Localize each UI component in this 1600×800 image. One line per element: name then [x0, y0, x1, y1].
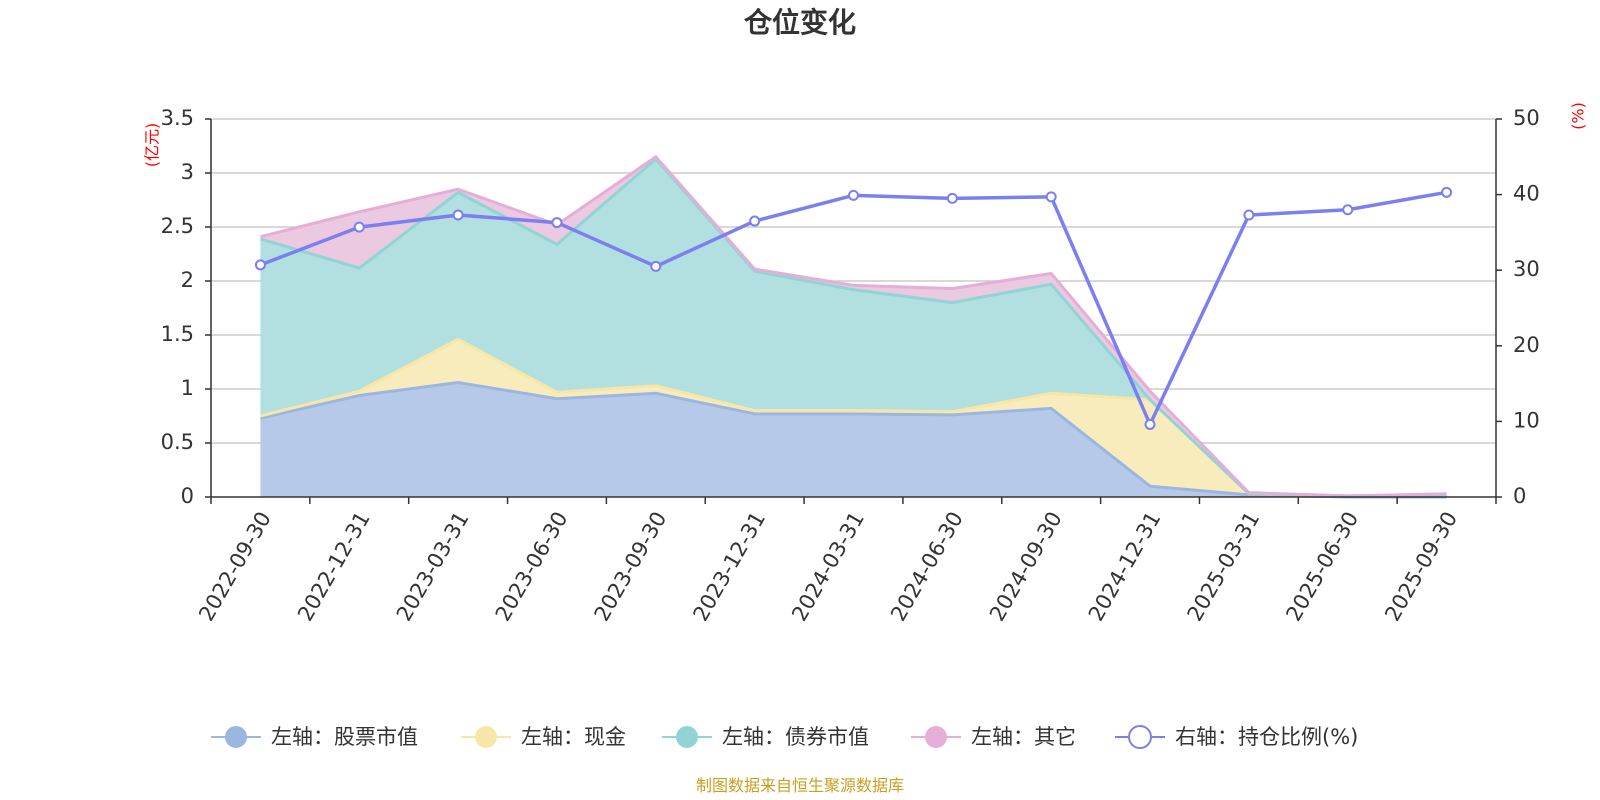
- left-tick-label: 1.5: [161, 322, 194, 346]
- legend-marker-bond: [676, 726, 698, 748]
- area-fill-series-3: [260, 156, 1447, 496]
- legend-item-stock[interactable]: 左轴：股票市值: [211, 725, 418, 749]
- legend-marker-stock: [225, 726, 247, 748]
- right-tick-label: 10: [1513, 408, 1540, 432]
- ratio-point: [650, 260, 662, 272]
- ratio-point: [254, 259, 266, 271]
- right-tick-label: 40: [1513, 182, 1540, 206]
- x-tick-label: 2024-06-30: [886, 508, 968, 626]
- legend-item-cash[interactable]: 左轴：现金: [461, 725, 626, 749]
- area-fill-series-2: [260, 158, 1447, 496]
- right-axis-unit: (%): [1569, 102, 1588, 130]
- ratio-point: [452, 209, 464, 221]
- x-tick-label: 2025-09-30: [1380, 508, 1462, 626]
- x-tick-label: 2025-03-31: [1183, 508, 1265, 626]
- axes: [210, 119, 1497, 498]
- legend: 左轴：股票市值 左轴：现金 左轴：债券市值 左轴：其它 右轴：持仓比例(%): [211, 725, 1358, 749]
- stacked-areas: [259, 154, 1447, 499]
- area-line-series-3: [260, 154, 1447, 498]
- x-tick-label: 2025-06-30: [1281, 508, 1363, 626]
- ratio-line-series: [254, 186, 1453, 430]
- legend-item-ratio[interactable]: 右轴：持仓比例(%): [1115, 725, 1358, 749]
- ratio-point: [848, 189, 859, 201]
- legend-item-bond[interactable]: 左轴：债券市值: [662, 725, 869, 749]
- ratio-point: [353, 221, 365, 233]
- ratio-point: [1441, 186, 1453, 198]
- x-tick-label: 2022-09-30: [194, 508, 276, 626]
- x-axis-ticks: 2022-09-30 2022-12-31 2023-03-31 2023-06-30…: [194, 497, 1497, 626]
- left-axis-ticks: 0 0.5 1 1.5 2 2.5 3 3.5: [161, 106, 211, 508]
- x-tick-label: 2022-12-31: [293, 508, 375, 626]
- legend-marker-other: [925, 726, 947, 748]
- left-tick-label: 2: [181, 268, 194, 292]
- ratio-point: [551, 217, 563, 229]
- right-tick-label: 30: [1513, 257, 1540, 281]
- left-tick-label: 1: [181, 376, 194, 400]
- ratio-point: [946, 192, 958, 204]
- right-tick-label: 50: [1513, 106, 1540, 130]
- ratio-point: [1342, 204, 1354, 216]
- area-fill-series-1: [260, 339, 1447, 497]
- legend-label-bond: 左轴：债券市值: [722, 725, 869, 749]
- ratio-point: [1144, 418, 1156, 430]
- left-tick-label: 0: [181, 484, 194, 508]
- legend-label-ratio: 右轴：持仓比例(%): [1175, 725, 1358, 749]
- left-tick-label: 2.5: [161, 214, 194, 238]
- left-tick-label: 0.5: [161, 430, 194, 454]
- x-tick-label: 2024-03-31: [787, 508, 869, 626]
- right-tick-label: 0: [1513, 484, 1526, 508]
- ratio-point: [749, 215, 761, 227]
- area-fill-series-0: [260, 382, 1447, 497]
- x-tick-label: 2023-03-31: [392, 507, 474, 625]
- x-tick-label: 2024-12-31: [1084, 508, 1166, 626]
- x-tick-label: 2023-06-30: [491, 508, 573, 626]
- left-tick-label: 3.5: [161, 106, 194, 130]
- x-tick-label: 2024-09-30: [985, 508, 1067, 626]
- ratio-point: [1045, 191, 1057, 203]
- left-tick-label: 3: [181, 160, 194, 184]
- legend-item-other[interactable]: 左轴：其它: [911, 725, 1076, 749]
- right-tick-label: 20: [1513, 333, 1540, 357]
- ratio-point: [1243, 209, 1255, 221]
- left-axis-unit: (亿元): [143, 123, 162, 168]
- legend-marker-cash: [475, 726, 497, 748]
- x-tick-label: 2023-12-31: [688, 508, 770, 626]
- x-tick-label: 2023-09-30: [590, 508, 672, 626]
- legend-label-cash: 左轴：现金: [521, 725, 626, 749]
- right-axis-ticks: 0 10 20 30 40 50: [1496, 106, 1540, 508]
- legend-label-other: 左轴：其它: [971, 725, 1076, 749]
- chart-title: 仓位变化: [744, 6, 856, 39]
- data-source-note: 制图数据来自恒生聚源数据库: [696, 776, 904, 795]
- legend-marker-ratio: [1128, 725, 1152, 749]
- legend-label-stock: 左轴：股票市值: [271, 725, 418, 749]
